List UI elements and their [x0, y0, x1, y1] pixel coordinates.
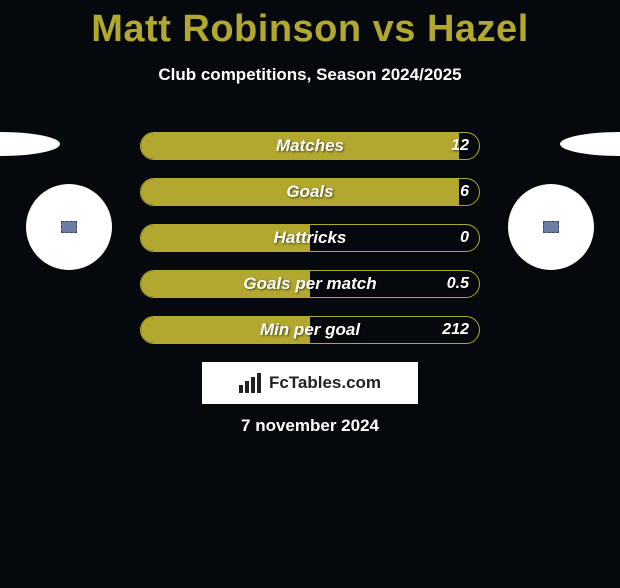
page-title: Matt Robinson vs Hazel — [0, 8, 620, 51]
decor-ellipse-left — [0, 132, 60, 156]
stat-label: Hattricks — [141, 225, 479, 251]
stat-label: Matches — [141, 133, 479, 159]
stat-value: 0.5 — [447, 271, 469, 297]
branding-box: FcTables.com — [202, 362, 418, 404]
stat-value: 12 — [451, 133, 469, 159]
stat-row: Hattricks0 — [140, 224, 480, 252]
stat-label: Goals — [141, 179, 479, 205]
stat-value: 6 — [460, 179, 469, 205]
bars-icon — [239, 373, 265, 393]
stat-row: Matches12 — [140, 132, 480, 160]
decor-ellipse-right — [560, 132, 620, 156]
stat-label: Goals per match — [141, 271, 479, 297]
stats-panel: Matches12 Goals6 Hattricks0 Goals per match… — [140, 132, 480, 362]
stat-value: 0 — [460, 225, 469, 251]
date-label: 7 november 2024 — [0, 416, 620, 436]
stat-row: Goals per match0.5 — [140, 270, 480, 298]
stat-row: Min per goal212 — [140, 316, 480, 344]
stat-label: Min per goal — [141, 317, 479, 343]
branding-label: FcTables.com — [269, 373, 381, 393]
placeholder-icon — [543, 221, 559, 233]
stat-row: Goals6 — [140, 178, 480, 206]
page-subtitle: Club competitions, Season 2024/2025 — [0, 65, 620, 85]
stat-value: 212 — [442, 317, 469, 343]
player-badge-left — [26, 184, 112, 270]
placeholder-icon — [61, 221, 77, 233]
player-badge-right — [508, 184, 594, 270]
